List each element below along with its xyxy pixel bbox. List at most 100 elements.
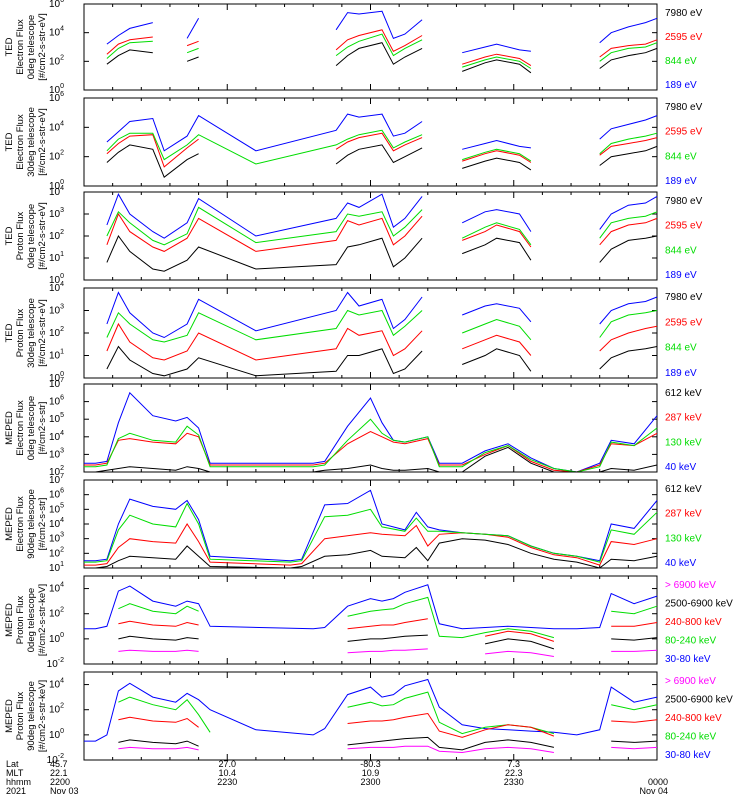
- legend-entry: 7980 eV: [665, 102, 703, 113]
- y-tick-label: 102: [49, 326, 64, 339]
- y-axis-label: Electron Flux: [15, 19, 26, 75]
- series-line: [118, 648, 658, 657]
- footer-value: 45.7: [50, 759, 68, 769]
- series-line: [106, 33, 658, 69]
- y-tick-exponent: 4: [60, 517, 64, 524]
- y-tick-exponent: 4: [60, 120, 64, 127]
- y-tick-exponent: 2: [60, 607, 64, 614]
- y-tick-exponent: 0: [60, 632, 64, 639]
- series-line: [106, 212, 658, 252]
- y-tick-exponent: 7: [60, 377, 64, 384]
- y-tick-exponent: 1: [60, 561, 64, 568]
- y-tick-exponent: 2: [60, 703, 64, 710]
- series-line: [106, 322, 658, 361]
- y-tick-label: 101: [49, 561, 64, 574]
- legend-entry: 189 eV: [665, 80, 697, 91]
- y-tick-exponent: 2: [60, 229, 64, 236]
- y-tick-label: 102: [49, 54, 64, 67]
- footer-value: 2330: [504, 777, 524, 787]
- y-tick-label: 104: [49, 185, 64, 198]
- series-line: [118, 634, 658, 650]
- legend-entry: 844 eV: [665, 343, 697, 354]
- y-tick-label: 104: [49, 281, 64, 294]
- legend-entry: 80-240 keV: [665, 636, 716, 647]
- series-line: [106, 10, 658, 54]
- plot-frame: [83, 191, 658, 281]
- legend-entry: 612 keV: [665, 484, 702, 495]
- y-tick-label: 102: [49, 229, 64, 242]
- y-tick-exponent: 0: [60, 371, 64, 378]
- series-line: [84, 418, 658, 473]
- footer-value: Nov 03: [50, 786, 79, 796]
- y-tick-exponent: 3: [60, 304, 64, 311]
- y-tick-exponent: 1: [60, 349, 64, 356]
- y-tick-exponent: 5: [60, 502, 64, 509]
- legend-entry: 240-800 keV: [665, 713, 722, 724]
- legend-entry: 7980 eV: [665, 292, 703, 303]
- footer-value: 2300: [360, 777, 380, 787]
- y-axis-label: Electron Flux: [15, 114, 26, 170]
- legend-entry: 2500-6900 keV: [665, 599, 733, 610]
- footer-value: 22.3: [505, 768, 523, 778]
- y-tick-label: 101: [49, 251, 64, 264]
- y-tick-label: 104: [49, 582, 64, 595]
- footer-value: Nov 04: [639, 786, 668, 796]
- y-tick-exponent: 2: [60, 150, 64, 157]
- legend-entry: 130 keV: [665, 533, 702, 544]
- series-line: [118, 712, 658, 738]
- legend-entry: 40 keV: [665, 462, 696, 473]
- y-tick-exponent: 1: [60, 251, 64, 258]
- y-tick-label: 104: [49, 678, 64, 691]
- legend-entry: 40 keV: [665, 558, 696, 569]
- y-tick-label: 100: [49, 728, 64, 741]
- y-tick-label: 10-2: [47, 657, 64, 670]
- y-axis-label: TED: [4, 226, 15, 245]
- series-line: [84, 523, 658, 566]
- legend-entry: 30-80 keV: [665, 750, 711, 761]
- y-tick-exponent: 3: [60, 207, 64, 214]
- footer-value: -80.3: [360, 759, 381, 769]
- y-tick-label: 106: [49, 395, 64, 408]
- y-tick-label: 103: [49, 207, 64, 220]
- y-axis-label: [#/cm2-s-str]: [37, 402, 48, 455]
- footer-row-label: hhmm: [6, 777, 31, 787]
- legend-entry: 287 keV: [665, 413, 702, 424]
- y-tick-exponent: 4: [60, 430, 64, 437]
- series-line: [84, 584, 658, 630]
- series-line: [84, 430, 658, 473]
- legend-entry: 612 keV: [665, 388, 702, 399]
- y-tick-label: 103: [49, 304, 64, 317]
- y-tick-label: 106: [49, 91, 64, 104]
- y-tick-label: 105: [49, 412, 64, 425]
- y-tick-exponent: 3: [60, 447, 64, 454]
- y-tick-exponent: 6: [60, 488, 64, 495]
- legend-entry: 2595 eV: [665, 32, 703, 43]
- series-line: [84, 502, 658, 563]
- y-axis-label: Proton Flux: [15, 691, 26, 740]
- y-tick-exponent: 4: [60, 26, 64, 33]
- series-line: [106, 193, 658, 239]
- y-axis-label: [#/cm2-s-str-eV]: [37, 202, 48, 270]
- y-tick-exponent: -2: [58, 753, 64, 760]
- footer-value: 10.4: [218, 768, 236, 778]
- series-line: [106, 235, 658, 272]
- legend-entry: 189 eV: [665, 368, 697, 379]
- y-axis-label: [#/cm2-s-str-keV]: [37, 584, 48, 656]
- y-axis-label: MEPED: [4, 507, 15, 541]
- y-tick-label: 105: [49, 502, 64, 515]
- y-tick-label: 103: [49, 532, 64, 545]
- y-tick-label: 104: [49, 120, 64, 133]
- footer-value: 2230: [217, 777, 237, 787]
- y-tick-label: 104: [49, 26, 64, 39]
- y-tick-label: 102: [49, 546, 64, 559]
- y-tick-exponent: 6: [60, 395, 64, 402]
- y-tick-label: 101: [49, 349, 64, 362]
- legend-entry: 240-800 keV: [665, 617, 722, 628]
- legend-entry: 189 eV: [665, 176, 697, 187]
